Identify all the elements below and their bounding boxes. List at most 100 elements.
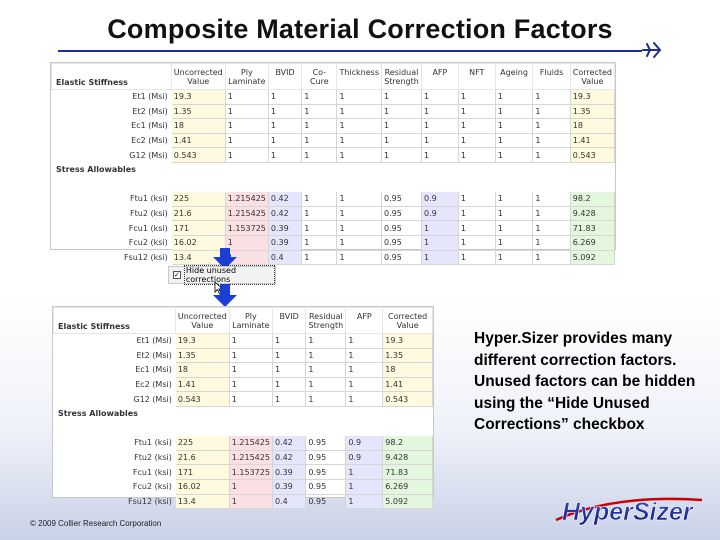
column-header[interactable]: Uncorrected Value (170, 63, 226, 90)
factor-cell[interactable]: 1 (494, 191, 534, 207)
factor-cell[interactable]: 1 (457, 132, 496, 149)
factor-cell[interactable]: 0.95 (381, 220, 422, 236)
factor-cell[interactable]: 1 (228, 478, 273, 495)
factor-cell[interactable]: 1 (345, 478, 384, 495)
factor-cell[interactable]: 1 (305, 333, 347, 349)
factor-cell[interactable]: 1 (420, 249, 459, 266)
column-header[interactable]: BVID (267, 63, 303, 90)
factor-cell[interactable]: 1.215425 (228, 449, 273, 466)
factor-cell[interactable]: 1 (271, 376, 307, 393)
factor-cell[interactable]: 1 (420, 89, 459, 105)
factor-cell[interactable]: 1 (381, 147, 422, 163)
factor-cell[interactable]: 1 (224, 234, 269, 251)
factor-cell[interactable]: 1 (301, 220, 338, 236)
checkbox-box[interactable]: ✓ (173, 271, 181, 279)
factor-cell[interactable]: 1 (381, 132, 422, 149)
factor-cell[interactable]: 1 (420, 132, 459, 149)
factor-cell[interactable]: 0.39 (271, 464, 307, 480)
factor-cell[interactable]: 1 (494, 220, 534, 236)
column-header[interactable]: Co-Cure (301, 63, 338, 90)
factor-cell[interactable]: 1 (301, 147, 338, 163)
factor-cell[interactable]: 1 (457, 103, 496, 120)
factor-cell[interactable]: 0.9 (345, 449, 384, 466)
factor-cell[interactable]: 0.9 (420, 191, 459, 207)
factor-cell[interactable]: 1 (267, 103, 303, 120)
factor-cell[interactable]: 1 (381, 89, 422, 105)
factor-cell[interactable]: 1 (336, 234, 383, 251)
factor-cell[interactable]: 1 (336, 132, 383, 149)
factor-cell[interactable]: 1 (271, 347, 307, 364)
factor-cell[interactable]: 0.95 (305, 478, 347, 495)
factor-cell[interactable]: 0.42 (267, 205, 303, 222)
factor-cell[interactable]: 1 (301, 249, 338, 266)
factor-cell[interactable]: 1 (336, 220, 383, 236)
factor-cell[interactable]: 0.4 (271, 493, 307, 510)
factor-cell[interactable]: 1 (271, 362, 307, 378)
factor-cell[interactable]: 1.153725 (224, 220, 269, 236)
factor-cell[interactable]: 1 (228, 333, 273, 349)
column-header[interactable]: Residual Strength (305, 307, 347, 334)
factor-cell[interactable]: 1 (457, 89, 496, 105)
column-header[interactable]: Ageing (494, 63, 534, 90)
factor-cell[interactable]: 1 (224, 147, 269, 163)
factor-cell[interactable]: 1 (457, 205, 496, 222)
factor-cell[interactable]: 1 (494, 234, 534, 251)
factor-cell[interactable]: 1 (420, 220, 459, 236)
factor-cell[interactable]: 1 (224, 118, 269, 134)
factor-cell[interactable]: 1 (345, 362, 384, 378)
factor-cell[interactable]: 1 (224, 103, 269, 120)
factor-cell[interactable]: 1 (345, 333, 384, 349)
factor-cell[interactable]: 1 (420, 147, 459, 163)
factor-cell[interactable]: 1 (336, 89, 383, 105)
factor-cell[interactable]: 1 (228, 362, 273, 378)
factor-cell[interactable]: 1 (381, 118, 422, 134)
column-header[interactable]: Ply Laminate (228, 307, 273, 334)
factor-cell[interactable]: 1 (457, 147, 496, 163)
factor-cell[interactable]: 1 (224, 89, 269, 105)
factor-cell[interactable]: 1 (532, 118, 571, 134)
factor-cell[interactable]: 1 (381, 103, 422, 120)
factor-cell[interactable]: 1 (532, 132, 571, 149)
factor-cell[interactable]: 1 (494, 89, 534, 105)
factor-cell[interactable]: 0.95 (381, 234, 422, 251)
factor-cell[interactable]: 1 (301, 132, 338, 149)
factor-cell[interactable]: 1.215425 (224, 205, 269, 222)
factor-cell[interactable]: 1 (336, 147, 383, 163)
column-header[interactable]: BVID (271, 307, 307, 334)
factor-cell[interactable]: 0.95 (381, 191, 422, 207)
factor-cell[interactable]: 0.95 (381, 205, 422, 222)
factor-cell[interactable]: 1 (345, 391, 384, 407)
factor-cell[interactable]: 1 (305, 347, 347, 364)
factor-cell[interactable]: 0.95 (305, 449, 347, 466)
factor-cell[interactable]: 0.42 (267, 191, 303, 207)
factor-cell[interactable]: 1 (532, 103, 571, 120)
factor-cell[interactable]: 1 (305, 362, 347, 378)
factor-cell[interactable]: 1 (420, 234, 459, 251)
column-header[interactable]: NFT (457, 63, 496, 90)
factor-cell[interactable]: 1 (228, 391, 273, 407)
factor-cell[interactable]: 0.4 (267, 249, 303, 266)
factor-cell[interactable]: 1 (345, 347, 384, 364)
factor-cell[interactable]: 1 (345, 376, 384, 393)
factor-cell[interactable]: 1 (345, 493, 384, 510)
factor-cell[interactable]: 1 (420, 118, 459, 134)
factor-cell[interactable]: 1 (301, 118, 338, 134)
factor-cell[interactable]: 0.42 (271, 449, 307, 466)
factor-cell[interactable]: 0.42 (271, 435, 307, 451)
column-header[interactable]: Residual Strength (381, 63, 422, 90)
factor-cell[interactable]: 1 (457, 118, 496, 134)
factor-cell[interactable]: 1 (267, 132, 303, 149)
factor-cell[interactable]: 1.215425 (228, 435, 273, 451)
factor-cell[interactable]: 1 (271, 391, 307, 407)
factor-cell[interactable]: 1 (301, 89, 338, 105)
factor-cell[interactable]: 1 (336, 205, 383, 222)
factor-cell[interactable]: 1 (494, 249, 534, 266)
factor-cell[interactable]: 0.95 (381, 249, 422, 266)
factor-cell[interactable]: 0.39 (267, 220, 303, 236)
factor-cell[interactable]: 1 (532, 220, 571, 236)
column-header[interactable]: Corrected Value (382, 307, 433, 334)
factor-cell[interactable]: 1 (267, 118, 303, 134)
factor-cell[interactable]: 1 (494, 118, 534, 134)
factor-cell[interactable]: 1 (301, 103, 338, 120)
factor-cell[interactable]: 1 (532, 234, 571, 251)
